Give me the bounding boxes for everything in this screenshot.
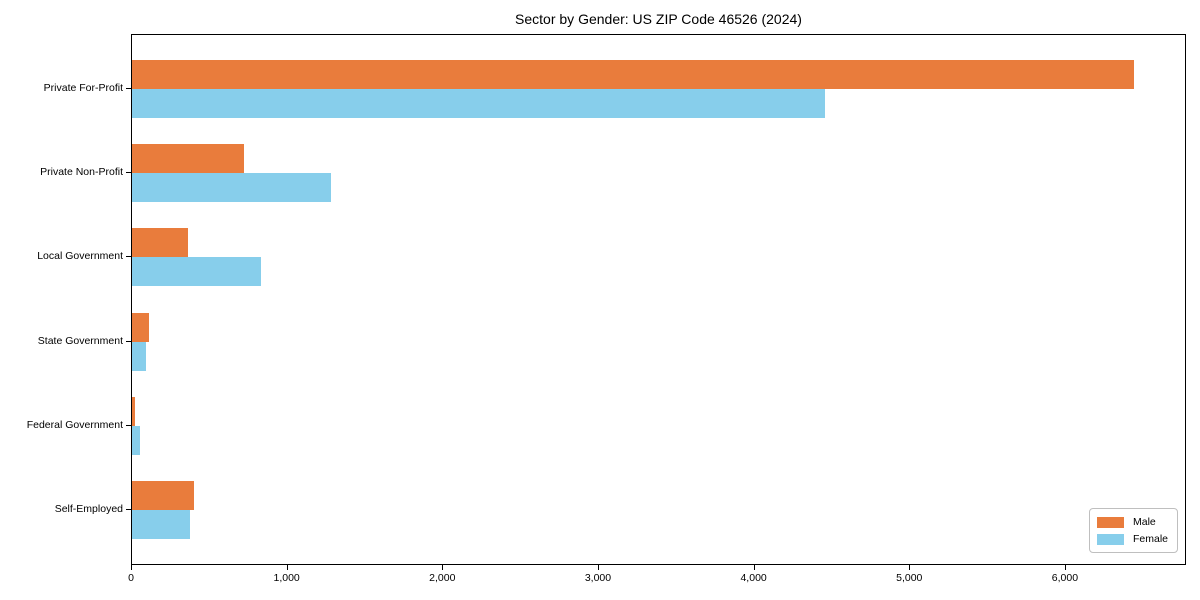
bar-female-local-government	[132, 257, 262, 287]
xtick-mark	[753, 565, 755, 570]
legend-row-male: Male	[1096, 516, 1168, 528]
ytick-mark	[126, 340, 131, 342]
bar-male-private-for-profit	[132, 60, 1135, 89]
xtick-mark	[1064, 565, 1066, 570]
xtick-mark	[442, 565, 444, 570]
legend: Male Female	[1088, 508, 1178, 553]
legend-swatch-female	[1096, 533, 1124, 545]
xtick-mark	[597, 565, 599, 570]
bar-female-federal-government	[132, 425, 140, 455]
plot-area: Male Female	[131, 34, 1186, 565]
xtick-label-2000: 2,000	[429, 572, 456, 584]
xtick-label-6000: 6,000	[1051, 572, 1079, 584]
xtick-label-1000: 1,000	[273, 572, 300, 584]
ytick-mark	[126, 509, 131, 510]
xtick-mark	[286, 565, 288, 570]
xtick-label-0: 0	[128, 572, 134, 584]
bar-male-local-government	[132, 228, 189, 258]
bar-male-self-employed	[132, 481, 195, 510]
xtick-mark	[131, 565, 132, 570]
ytick-label-state-government: State Government	[37, 334, 123, 347]
legend-swatch-male	[1096, 516, 1124, 528]
ytick-label-private-for-profit: Private For-Profit	[43, 82, 123, 94]
ytick-label-self-employed: Self-Employed	[54, 503, 123, 515]
bar-female-private-non-profit	[132, 173, 332, 203]
bar-male-private-non-profit	[132, 144, 245, 174]
ytick-mark	[126, 88, 131, 89]
xtick-mark	[909, 565, 911, 570]
bar-female-state-government	[132, 341, 146, 371]
xtick-label-5000: 5,000	[896, 572, 923, 584]
bar-male-federal-government	[132, 396, 136, 426]
legend-label-male: Male	[1132, 516, 1156, 528]
chart-title: Sector by Gender: US ZIP Code 46526 (202…	[515, 11, 802, 27]
legend-label-female: Female	[1132, 533, 1168, 545]
ytick-mark	[126, 172, 131, 174]
bar-female-self-employed	[132, 510, 190, 539]
bar-female-private-for-profit	[132, 89, 825, 118]
legend-row-female: Female	[1096, 533, 1168, 545]
ytick-label-local-government: Local Government	[37, 250, 123, 263]
ytick-mark	[126, 256, 131, 258]
xtick-label-4000: 4,000	[740, 572, 767, 584]
bar-male-state-government	[132, 312, 150, 342]
ytick-label-federal-government: Federal Government	[26, 418, 123, 431]
xtick-label-3000: 3,000	[584, 572, 612, 584]
ytick-label-private-non-profit: Private Non-Profit	[40, 166, 123, 179]
ytick-mark	[126, 424, 131, 426]
